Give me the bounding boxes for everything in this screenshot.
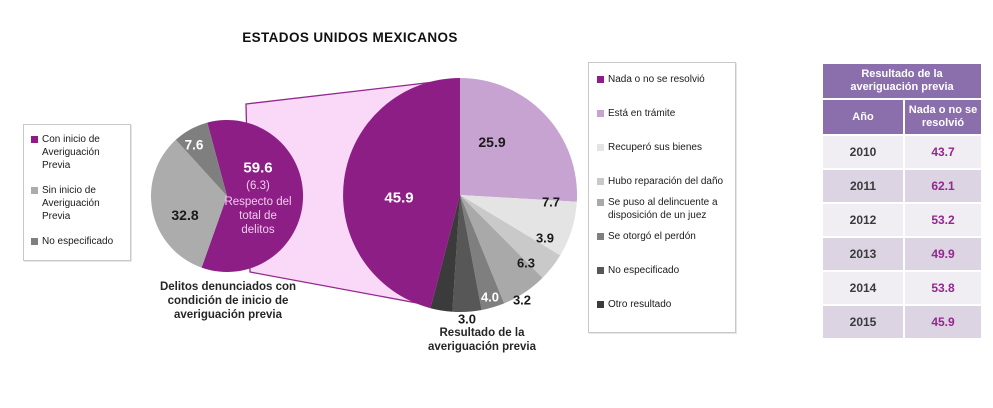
pie-label: 7.6 xyxy=(185,138,204,153)
table-cell-year: 2011 xyxy=(823,170,903,202)
pie-slice xyxy=(460,195,543,304)
legend-item: No especificado xyxy=(31,235,126,248)
table-cell-value: 53.2 xyxy=(905,204,981,236)
pie-label: 3.9 xyxy=(536,231,554,246)
summary-table-col-year: Año xyxy=(823,100,903,134)
table-cell-year: 2012 xyxy=(823,204,903,236)
table-cell-year: 2013 xyxy=(823,238,903,270)
table-row: 2012 53.2 xyxy=(823,204,981,236)
summary-table: Resultado de la averiguación previa Año … xyxy=(823,64,981,340)
pie-label: 3.2 xyxy=(513,293,531,308)
legend-item: Sin inicio de Averiguación Previa xyxy=(31,184,126,223)
legend-item: Hubo reparación del daño xyxy=(597,175,731,188)
summary-table-title: Resultado de la averiguación previa xyxy=(823,64,981,98)
pie-slice xyxy=(150,139,227,268)
legend-swatch xyxy=(31,187,38,194)
legend-swatch xyxy=(597,301,604,308)
table-row: 2013 49.9 xyxy=(823,238,981,270)
legend-item: No especificado xyxy=(597,264,731,277)
legend-item: Otro resultado xyxy=(597,298,731,311)
legend-swatch xyxy=(597,233,604,240)
summary-table-header: Año Nada o no se resolvió xyxy=(823,100,981,134)
pie-label: 32.8 xyxy=(171,207,198,223)
pie-label: 3.0 xyxy=(458,312,476,327)
legend-label: Recuperó sus bienes xyxy=(608,142,702,153)
pie-slice xyxy=(343,78,460,309)
legend-label: Nada o no se resolvió xyxy=(608,74,705,85)
legend-swatch xyxy=(597,144,604,151)
legend-label: Con inicio de Averiguación Previa xyxy=(42,134,100,171)
table-cell-year: 2014 xyxy=(823,272,903,304)
legend-swatch xyxy=(31,238,38,245)
pie1-legend: Con inicio de Averiguación Previa Sin ini… xyxy=(23,124,131,261)
pie-slice xyxy=(175,122,227,196)
legend-item: Se puso al delincuente a disposición de … xyxy=(597,196,731,222)
legend-label: No especificado xyxy=(42,236,114,247)
pie-slice xyxy=(430,195,460,312)
pie2-caption: Resultado de la averiguación previa xyxy=(427,327,537,353)
legend-item: Se otorgó el perdón xyxy=(597,230,731,243)
pie1: 59.6 32.8 7.6 xyxy=(150,119,304,272)
table-cell-year: 2010 xyxy=(823,136,903,168)
pie-label: total de xyxy=(239,210,277,222)
legend-label: Otro resultado xyxy=(608,299,672,310)
legend-item: Está en trámite xyxy=(597,107,731,120)
table-row: 2014 53.8 xyxy=(823,272,981,304)
legend-swatch xyxy=(597,76,604,83)
table-cell-value: 43.7 xyxy=(905,136,981,168)
legend-label: Está en trámite xyxy=(608,108,676,119)
table-cell-year: 2015 xyxy=(823,306,903,338)
legend-item: Nada o no se resolvió xyxy=(597,73,731,86)
legend-label: Se puso al delincuente a disposición de … xyxy=(608,197,718,221)
legend-label: No especificado xyxy=(608,265,680,276)
pie1-caption: Delitos denunciados con condición de ini… xyxy=(159,281,297,321)
legend-label: Sin inicio de Averiguación Previa xyxy=(42,185,100,222)
table-cell-value: 49.9 xyxy=(905,238,981,270)
pie-label: 4.0 xyxy=(481,290,499,305)
page-title: ESTADOS UNIDOS MEXICANOS xyxy=(242,30,458,45)
legend-swatch xyxy=(31,136,38,143)
legend-item: Recuperó sus bienes xyxy=(597,141,731,154)
legend-label: Hubo reparación del daño xyxy=(608,176,724,187)
legend-swatch xyxy=(597,267,604,274)
pie-label: delitos xyxy=(241,224,274,236)
table-cell-value: 45.9 xyxy=(905,306,981,338)
pie2-legend-list: Nada o no se resolvió Está en trámite Recu… xyxy=(597,73,731,311)
table-row: 2010 43.7 xyxy=(823,136,981,168)
table-cell-value: 53.8 xyxy=(905,272,981,304)
pie2-legend: Nada o no se resolvió Está en trámite Recu… xyxy=(588,62,736,333)
pie-slice xyxy=(460,78,577,202)
pie-label: Respecto del xyxy=(224,196,291,208)
pie-label: 6.3 xyxy=(517,256,535,271)
pie-slice xyxy=(460,195,505,310)
pie-label: (6.3) xyxy=(246,180,270,192)
legend-swatch xyxy=(597,199,604,206)
table-row: 2011 62.1 xyxy=(823,170,981,202)
pie-label: 59.6 xyxy=(243,160,272,177)
legend-swatch xyxy=(597,178,604,185)
pie-slice xyxy=(452,195,482,312)
pie-label: 7.7 xyxy=(542,195,560,210)
legend-item: Con inicio de Averiguación Previa xyxy=(31,133,126,172)
pie-slice xyxy=(460,195,577,256)
summary-table-col-value: Nada o no se resolvió xyxy=(905,100,981,134)
pie1-legend-list: Con inicio de Averiguación Previa Sin ini… xyxy=(31,133,126,248)
pie-slice xyxy=(201,119,304,272)
table-cell-value: 62.1 xyxy=(905,170,981,202)
pie-label: 25.9 xyxy=(478,134,505,150)
legend-swatch xyxy=(597,110,604,117)
pie-label: 45.9 xyxy=(384,190,413,207)
pie-slice xyxy=(460,195,561,278)
table-row: 2015 45.9 xyxy=(823,306,981,338)
pie2: 25.9 7.7 3.96.3 3.2 4.0 3.0 45.9 xyxy=(343,78,577,327)
legend-label: Se otorgó el perdón xyxy=(608,231,696,242)
summary-table-body: 2010 43.7 2011 62.1 2012 53.2 2013 49.9 2014 53.8… xyxy=(823,136,981,338)
